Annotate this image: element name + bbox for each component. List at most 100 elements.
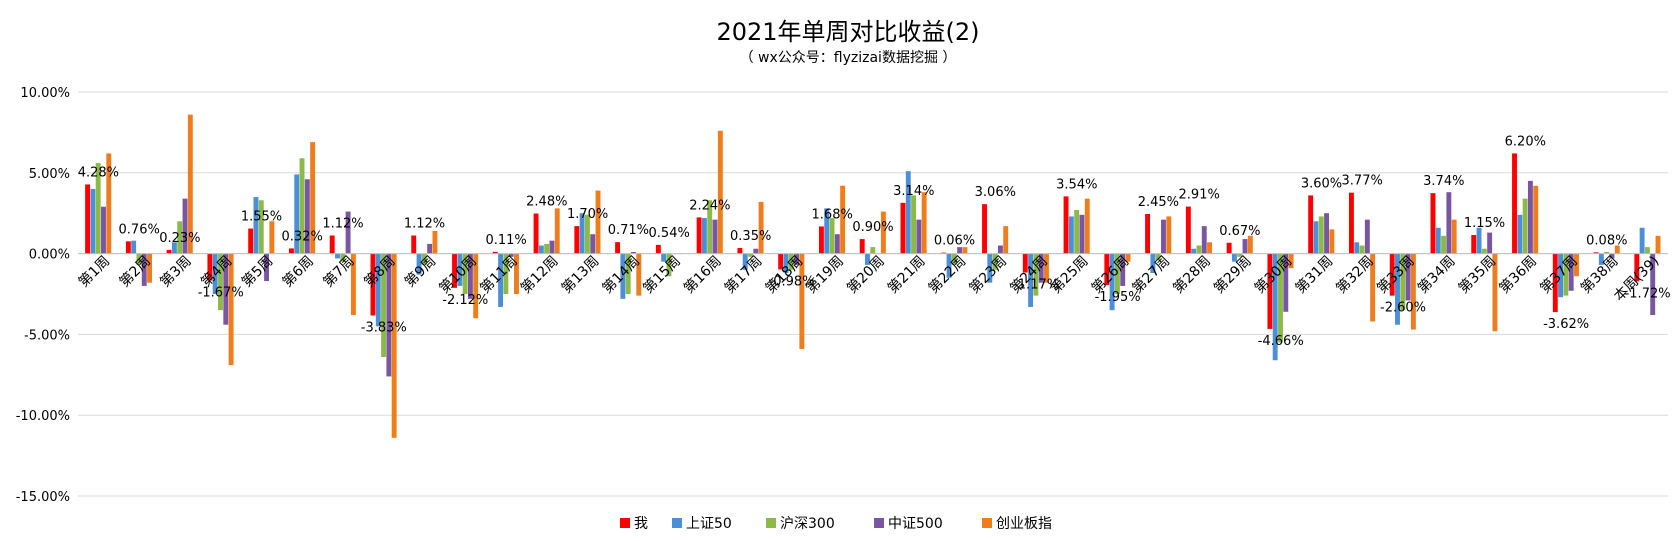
bar xyxy=(411,235,417,254)
bar xyxy=(141,253,147,286)
bar xyxy=(514,253,519,294)
bar xyxy=(1558,253,1564,298)
legend-swatch xyxy=(982,518,992,528)
bar xyxy=(1237,253,1243,257)
bar xyxy=(1185,206,1191,254)
bar xyxy=(457,253,463,286)
bar xyxy=(865,253,870,265)
data-label: 2.45% xyxy=(1138,195,1179,210)
bar xyxy=(1370,253,1376,322)
bar xyxy=(253,197,259,254)
legend-label: 我 xyxy=(634,516,648,532)
bar xyxy=(911,195,917,254)
bar xyxy=(1389,253,1395,296)
data-label: 0.35% xyxy=(730,229,771,244)
bar xyxy=(1028,253,1034,307)
data-label: 3.77% xyxy=(1342,174,1383,189)
bar xyxy=(987,253,993,283)
bar xyxy=(310,142,316,254)
bar xyxy=(1430,193,1436,254)
bar xyxy=(1446,192,1452,254)
bar xyxy=(696,217,702,254)
bar xyxy=(818,226,824,254)
data-label: -2.12% xyxy=(442,293,488,308)
bar xyxy=(992,253,998,270)
bar xyxy=(1109,253,1115,311)
bar xyxy=(794,253,800,265)
bar xyxy=(1359,245,1365,254)
data-label: -1.95% xyxy=(1095,290,1141,305)
bar xyxy=(335,253,340,259)
bar xyxy=(264,253,270,282)
bar xyxy=(1231,253,1237,262)
x-tick-label: 第21周 xyxy=(884,252,928,296)
bar xyxy=(1063,196,1069,254)
bar xyxy=(391,253,397,438)
bar xyxy=(1533,185,1539,254)
bar xyxy=(462,253,468,294)
bar xyxy=(1114,253,1120,294)
bar xyxy=(778,253,784,270)
bar xyxy=(549,240,555,254)
bar xyxy=(1614,245,1620,254)
data-label: 0.06% xyxy=(934,234,975,249)
y-axis-ticks: 10.00% 5.00% 0.00% -5.00% -10.00% -15.00% xyxy=(16,86,70,505)
bar xyxy=(905,171,911,254)
bar xyxy=(212,253,218,294)
x-tick-label: 第34周 xyxy=(1414,252,1458,296)
data-label: 1.68% xyxy=(812,208,853,223)
bar xyxy=(1348,192,1354,254)
bar xyxy=(1318,216,1324,254)
bar xyxy=(106,153,112,254)
bar xyxy=(432,230,438,254)
y-tick-label: -5.00% xyxy=(24,328,70,343)
data-label: 0.32% xyxy=(282,229,323,244)
bar xyxy=(473,253,479,319)
bar xyxy=(916,219,922,254)
bar xyxy=(228,253,234,366)
bar xyxy=(666,253,672,277)
data-label: 0.90% xyxy=(852,220,893,235)
x-tick-label: 第6周 xyxy=(279,252,317,290)
chart-subtitle: （ wx公众号：flyzizai数据挖掘 ） xyxy=(740,50,957,66)
bar xyxy=(1650,253,1656,316)
bar xyxy=(1364,219,1370,254)
bar xyxy=(1120,253,1126,286)
bar xyxy=(1604,251,1610,254)
bar xyxy=(712,219,718,254)
bar xyxy=(1324,213,1330,254)
bar xyxy=(370,253,376,316)
bar xyxy=(1166,216,1172,254)
bar xyxy=(579,213,585,254)
bar xyxy=(350,253,356,316)
data-labels: 4.28%0.76%0.23%-1.67%1.55%0.32%1.12%-3.8… xyxy=(78,134,1671,349)
data-label: 2.24% xyxy=(689,198,730,213)
bar xyxy=(452,253,457,288)
bar xyxy=(788,253,794,270)
legend-label: 创业板指 xyxy=(996,516,1052,532)
x-tick-label: 第13周 xyxy=(558,252,602,296)
y-tick-label: 0.00% xyxy=(29,248,70,263)
bar xyxy=(982,204,987,254)
bar xyxy=(1308,195,1314,254)
bar xyxy=(840,185,846,254)
bar xyxy=(717,130,723,254)
data-label: 0.67% xyxy=(1219,224,1260,239)
bar xyxy=(381,253,387,358)
bar xyxy=(299,158,305,254)
bar xyxy=(166,249,172,254)
bar xyxy=(574,226,580,254)
bar xyxy=(1410,253,1416,330)
bar xyxy=(544,243,550,254)
bar xyxy=(758,201,764,254)
bar xyxy=(1609,253,1615,259)
y-tick-label: -15.00% xyxy=(16,490,70,505)
bar xyxy=(508,253,514,257)
data-label: -2.60% xyxy=(1380,301,1426,316)
y-tick-label: 5.00% xyxy=(29,167,70,182)
legend-label: 上证50 xyxy=(686,516,732,532)
x-axis-ticks: 第1周 第2周 第3周 第4周 第5周 第6周 第7周 第8周 第9周第10周第11周第12周第… xyxy=(75,252,1662,304)
bar xyxy=(294,174,300,254)
data-label: 3.06% xyxy=(975,185,1016,200)
x-tick-label: 第28周 xyxy=(1170,252,1214,296)
